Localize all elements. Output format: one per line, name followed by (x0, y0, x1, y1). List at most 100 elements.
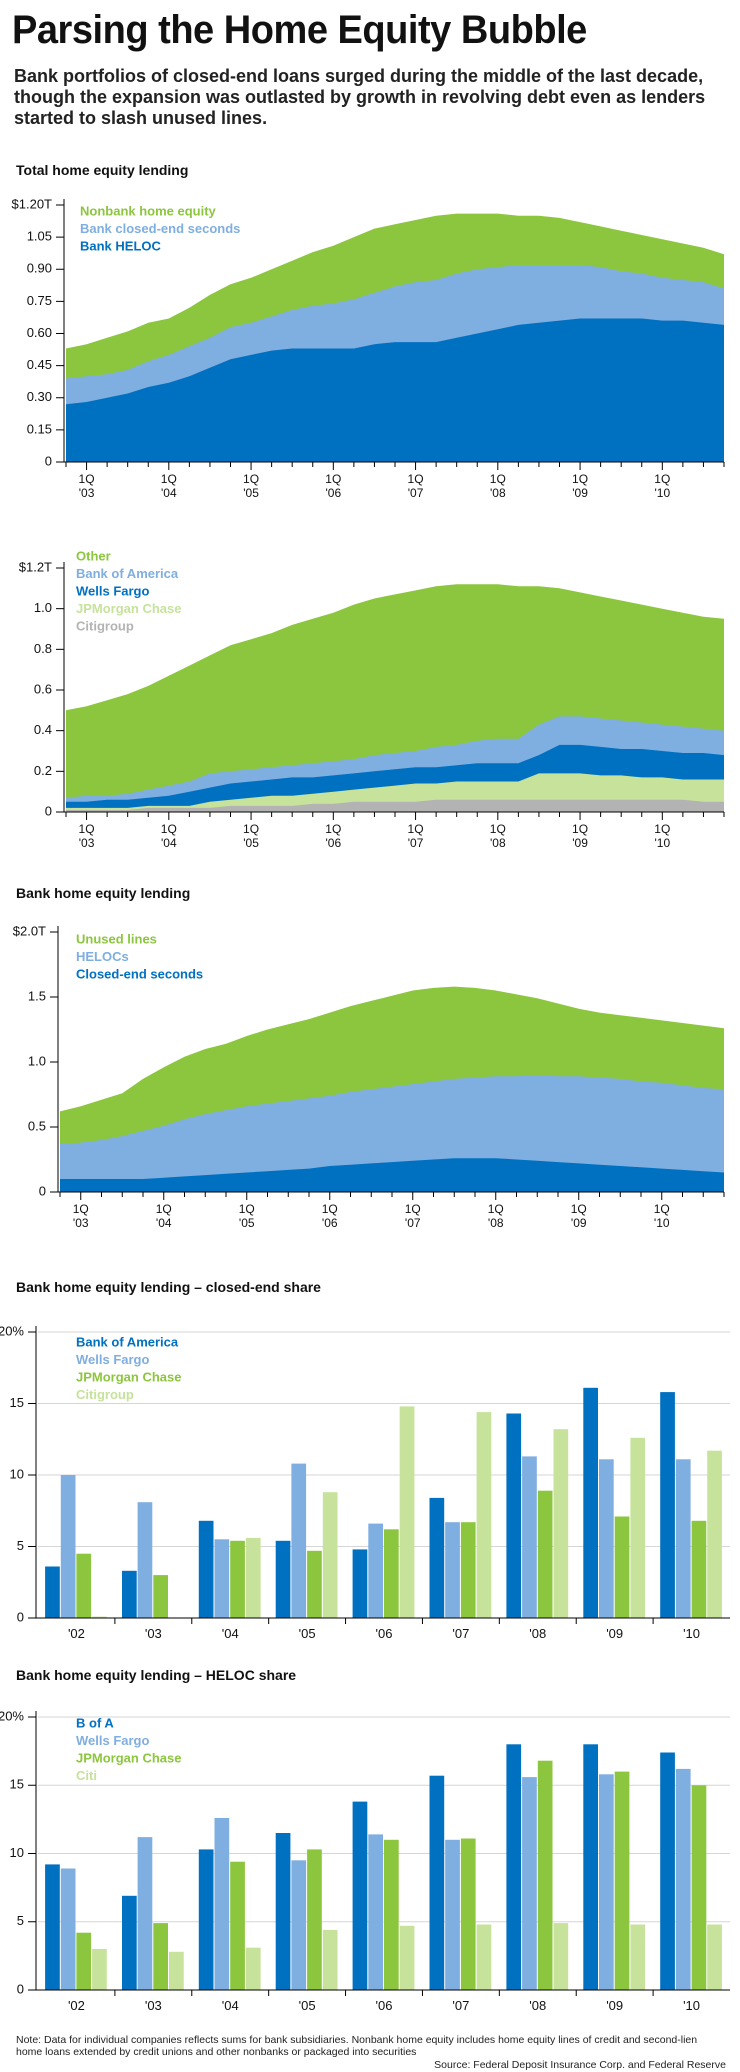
bar-citigroup (630, 1437, 646, 1618)
legend-jpmorgan-chase: JPMorgan Chase (76, 601, 181, 616)
y-tick-label: 10 (10, 1845, 24, 1860)
bar-jpmorgan-chase (537, 1490, 553, 1618)
bar-citigroup (92, 1616, 107, 1618)
x-tick-label: '03 (73, 1216, 89, 1230)
bar-bank-of-america (275, 1540, 291, 1618)
x-tick-label: 1Q (243, 822, 259, 836)
legend-closed-end-seconds: Closed-end seconds (76, 966, 203, 981)
x-tick-label: 1Q (490, 822, 506, 836)
x-tick-label: '02 (68, 1626, 85, 1641)
y-tick-label: 0.90 (27, 261, 52, 276)
bar-wells-fargo (445, 1522, 460, 1618)
bar-wells-fargo (137, 1502, 153, 1618)
area-bank-heloc (66, 318, 724, 462)
bar-jpmorgan-chase (230, 1861, 245, 1990)
chart-heloc-share: '02 '03 '04 '05 '06 '07 '08 '09 '10 0 5 10 15 20% B of… (0, 1708, 730, 2013)
legend-citi: Citi (76, 1768, 97, 1783)
x-tick-label: '08 (529, 1626, 546, 1641)
y-tick-label: 1.5 (28, 988, 46, 1003)
bar-bank-of-america (506, 1413, 522, 1618)
bar-wells-fargo (368, 1523, 383, 1618)
x-tick-label: 1Q (79, 472, 95, 486)
x-tick-label: '04 (222, 1626, 239, 1641)
bar-wells-fargo (675, 1459, 691, 1618)
y-tick-label: 0 (17, 1609, 24, 1624)
legend-other: Other (76, 548, 111, 563)
bar-citigroup (553, 1429, 569, 1618)
x-tick-label: '05 (299, 1626, 316, 1641)
x-tick-label: '03 (145, 1626, 162, 1641)
bar-citi (169, 1951, 184, 1990)
bar-jpmorgan-chase (307, 1550, 322, 1618)
bar-wells-fargo (291, 1860, 307, 1990)
y-tick-label: 0.15 (27, 421, 52, 436)
x-tick-label: '07 (408, 486, 424, 500)
bar-wells-fargo (291, 1463, 307, 1618)
x-tick-label: '05 (239, 1216, 255, 1230)
bar-wells-fargo (599, 1459, 614, 1618)
bar-jpmorgan-chase (384, 1839, 399, 1990)
legend-wells-fargo: Wells Fargo (76, 1733, 150, 1748)
area-citigroup (66, 799, 724, 812)
bar-citi (707, 1924, 722, 1990)
x-tick-label: '08 (529, 1998, 546, 2013)
bar-citi (92, 1949, 107, 1990)
chart-closed-end-share: '02 '03 '04 '05 '06 '07 '08 '09 '10 0 5 10 15 20% Bank… (0, 1323, 730, 1641)
x-tick-label: 1Q (572, 822, 588, 836)
x-tick-label: '10 (654, 486, 670, 500)
x-tick-label: '05 (299, 1998, 316, 2013)
bar-wells-fargo (445, 1839, 460, 1990)
chart-title-heloc-share: Bank home equity lending – HELOC share (16, 1667, 297, 1683)
y-tick-label: $1.2T (19, 559, 52, 574)
bar-wells-fargo (522, 1777, 537, 1990)
x-tick-label: '08 (490, 836, 506, 850)
y-tick-label: 0.6 (34, 681, 52, 696)
x-tick-label: '10 (683, 1626, 700, 1641)
x-tick-label: 1Q (571, 1202, 587, 1216)
x-tick-label: '10 (654, 836, 670, 850)
x-tick-label: '06 (322, 1216, 338, 1230)
legend-citigroup: Citigroup (76, 1387, 134, 1402)
bar-jpmorgan-chase (76, 1932, 92, 1990)
y-tick-label: 0 (45, 453, 52, 468)
bar-citigroup (707, 1450, 722, 1618)
x-tick-label: '04 (161, 836, 177, 850)
bar-wells-fargo (137, 1837, 153, 1990)
y-tick-label: 10 (10, 1466, 24, 1481)
x-tick-label: '06 (376, 1998, 393, 2013)
bar-wells-fargo (214, 1818, 230, 1990)
x-tick-label: 1Q (490, 472, 506, 486)
x-tick-label: 1Q (239, 1202, 255, 1216)
bar-b-of-a (506, 1744, 522, 1990)
y-tick-label: 5 (17, 1538, 24, 1553)
legend-unused-lines: Unused lines (76, 931, 157, 946)
x-tick-label: '06 (376, 1626, 393, 1641)
x-tick-label: '04 (222, 1998, 239, 2013)
chart-title-total: Total home equity lending (16, 162, 189, 178)
y-tick-label: 1.0 (28, 1053, 46, 1068)
x-tick-label: 1Q (79, 822, 95, 836)
bar-bank-of-america (45, 1566, 60, 1618)
bar-jpmorgan-chase (384, 1529, 399, 1618)
y-tick-label: 15 (10, 1395, 24, 1410)
x-tick-label: '05 (243, 486, 259, 500)
y-tick-label: 0.2 (34, 763, 52, 778)
x-tick-label: '07 (408, 836, 424, 850)
bar-b-of-a (122, 1895, 137, 1990)
bar-bank-of-america (198, 1520, 214, 1618)
bar-wells-fargo (60, 1475, 76, 1618)
bar-jpmorgan-chase (614, 1771, 630, 1990)
x-tick-label: 1Q (325, 822, 341, 836)
legend-wells-fargo: Wells Fargo (76, 583, 150, 598)
y-tick-label: 0.75 (27, 293, 52, 308)
x-tick-label: '07 (452, 1998, 469, 2013)
x-tick-label: 1Q (654, 1202, 670, 1216)
x-tick-label: '06 (325, 486, 341, 500)
y-tick-label: 1.0 (34, 600, 52, 615)
x-tick-label: 1Q (572, 472, 588, 486)
x-tick-label: 1Q (405, 1202, 421, 1216)
x-tick-label: '05 (243, 836, 259, 850)
legend-citigroup: Citigroup (76, 618, 134, 633)
x-tick-label: '07 (405, 1216, 421, 1230)
bar-citi (476, 1924, 492, 1990)
